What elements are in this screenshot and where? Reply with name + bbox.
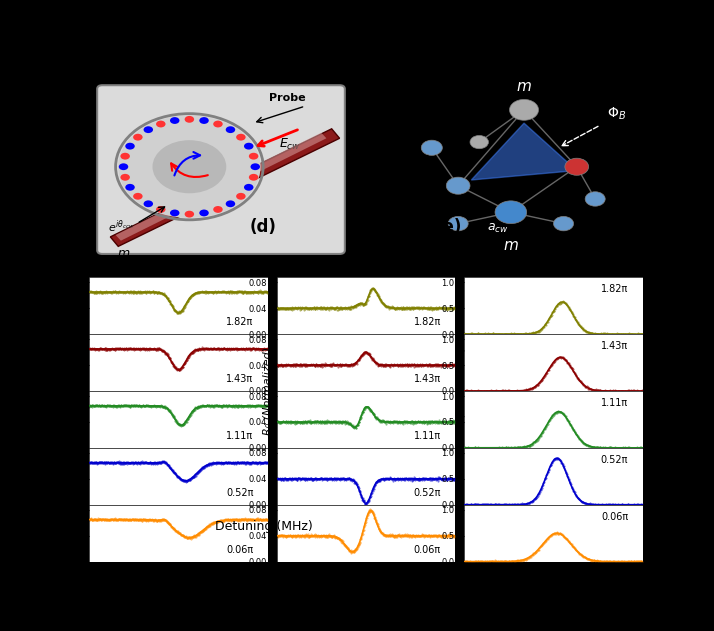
- FancyBboxPatch shape: [97, 85, 345, 254]
- Text: $m$: $m$: [503, 238, 519, 253]
- Circle shape: [226, 201, 235, 207]
- Circle shape: [249, 174, 258, 180]
- Circle shape: [199, 209, 208, 216]
- Circle shape: [585, 192, 605, 206]
- Circle shape: [121, 153, 130, 160]
- Circle shape: [133, 193, 143, 199]
- Circle shape: [213, 206, 223, 213]
- Circle shape: [226, 126, 235, 133]
- Text: T (Normalized): T (Normalized): [56, 350, 66, 432]
- Circle shape: [144, 201, 153, 207]
- Text: 0.52π: 0.52π: [413, 488, 441, 498]
- Text: Detuning (MHz): Detuning (MHz): [216, 521, 313, 533]
- FancyArrowPatch shape: [258, 130, 298, 146]
- Circle shape: [121, 174, 130, 180]
- Text: 1.82π: 1.82π: [601, 284, 628, 294]
- FancyArrowPatch shape: [257, 107, 303, 122]
- Title: CW Photon: CW Photon: [140, 263, 217, 276]
- Circle shape: [510, 100, 538, 121]
- Text: $m$: $m$: [117, 247, 130, 261]
- Text: 1.43π: 1.43π: [226, 374, 253, 384]
- Text: 0.06π: 0.06π: [226, 545, 253, 555]
- Text: 0.52π: 0.52π: [226, 488, 253, 498]
- Circle shape: [156, 121, 166, 127]
- Text: 1.82π: 1.82π: [413, 317, 441, 327]
- Circle shape: [170, 209, 179, 216]
- Circle shape: [244, 184, 253, 191]
- Circle shape: [244, 143, 253, 150]
- Circle shape: [199, 117, 208, 124]
- Text: (e): (e): [436, 218, 462, 236]
- Circle shape: [236, 193, 246, 199]
- Text: (d): (d): [250, 218, 277, 236]
- Circle shape: [421, 140, 443, 155]
- Text: Probe: Probe: [268, 93, 305, 103]
- FancyArrowPatch shape: [139, 207, 165, 222]
- Circle shape: [446, 177, 470, 194]
- Circle shape: [170, 117, 179, 124]
- Polygon shape: [111, 129, 340, 246]
- FancyArrowPatch shape: [562, 126, 598, 146]
- Circle shape: [470, 136, 488, 149]
- Text: $e^{i\theta_{ccw}}$: $e^{i\theta_{ccw}}$: [108, 218, 134, 235]
- Text: 0.06π: 0.06π: [601, 512, 628, 522]
- Circle shape: [236, 134, 246, 141]
- Circle shape: [144, 126, 153, 133]
- FancyArrowPatch shape: [174, 152, 200, 175]
- Circle shape: [495, 201, 527, 223]
- Text: 1.43π: 1.43π: [601, 341, 628, 351]
- Circle shape: [133, 134, 143, 141]
- Text: 0.06π: 0.06π: [413, 545, 441, 555]
- Title: Phonon: Phonon: [527, 263, 580, 276]
- FancyArrowPatch shape: [171, 163, 208, 177]
- Circle shape: [185, 116, 194, 123]
- Circle shape: [119, 115, 261, 218]
- Circle shape: [251, 163, 260, 170]
- Text: 1.43π: 1.43π: [413, 374, 441, 384]
- Text: Rₘ (Normalized): Rₘ (Normalized): [456, 346, 466, 437]
- Circle shape: [156, 206, 166, 213]
- Text: R₀ (Normalized): R₀ (Normalized): [263, 347, 273, 435]
- Circle shape: [249, 153, 258, 160]
- Circle shape: [185, 211, 194, 218]
- Circle shape: [213, 121, 223, 127]
- Text: $m$: $m$: [516, 79, 532, 94]
- Circle shape: [565, 158, 588, 175]
- Polygon shape: [116, 133, 326, 240]
- Text: (c): (c): [64, 218, 89, 236]
- Title: CCW Photon: CCW Photon: [323, 263, 409, 276]
- Circle shape: [553, 216, 573, 231]
- Text: 1.11π: 1.11π: [226, 431, 253, 441]
- Circle shape: [448, 216, 468, 231]
- Text: $E_{cw}$: $E_{cw}$: [278, 137, 301, 152]
- Circle shape: [125, 143, 135, 150]
- Circle shape: [125, 184, 135, 191]
- Text: 0.52π: 0.52π: [600, 455, 628, 464]
- Text: 1.11π: 1.11π: [413, 431, 441, 441]
- Polygon shape: [471, 123, 577, 180]
- Text: 1.82π: 1.82π: [226, 317, 253, 327]
- Text: $\Phi_B$: $\Phi_B$: [607, 105, 626, 122]
- Text: 1.11π: 1.11π: [601, 398, 628, 408]
- Text: $a_{cw}$: $a_{cw}$: [487, 222, 508, 235]
- Circle shape: [153, 140, 226, 193]
- Circle shape: [119, 163, 129, 170]
